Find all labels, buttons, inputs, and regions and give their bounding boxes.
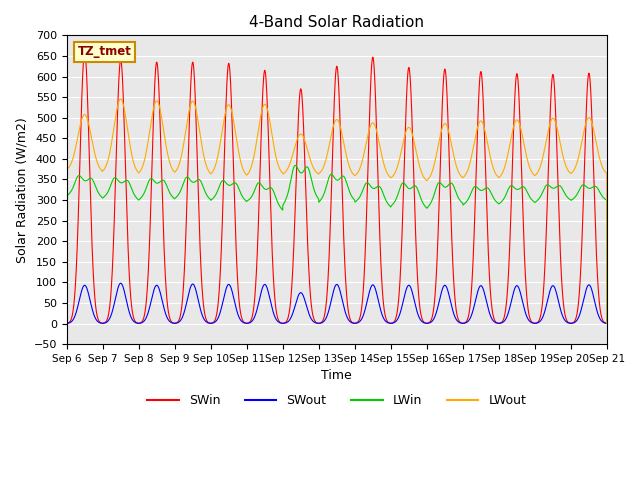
- SWin: [399, 205, 407, 211]
- SWin: [214, 305, 221, 311]
- SWout: [390, 320, 397, 326]
- LWin: [291, 162, 299, 168]
- LWout: [399, 141, 407, 146]
- Legend: SWin, SWout, LWin, LWout: SWin, SWout, LWin, LWout: [143, 389, 531, 412]
- LWin: [63, 193, 70, 199]
- LWout: [117, 96, 125, 102]
- LWin: [179, 183, 186, 189]
- LWout: [552, 120, 559, 126]
- LWin: [390, 201, 397, 206]
- SWin: [179, 296, 186, 302]
- SWin: [603, 321, 611, 326]
- SWout: [214, 316, 221, 322]
- LWout: [179, 147, 186, 153]
- Line: LWin: LWin: [67, 165, 607, 324]
- LWin: [399, 180, 407, 186]
- Line: SWin: SWin: [67, 52, 607, 324]
- LWin: [214, 188, 221, 194]
- SWout: [117, 280, 125, 286]
- LWin: [552, 184, 559, 190]
- Y-axis label: Solar Radiation (W/m2): Solar Radiation (W/m2): [15, 117, 28, 263]
- Title: 4-Band Solar Radiation: 4-Band Solar Radiation: [250, 15, 424, 30]
- SWin: [603, 321, 611, 326]
- X-axis label: Time: Time: [321, 370, 352, 383]
- SWin: [63, 321, 70, 326]
- SWout: [179, 314, 186, 320]
- LWout: [214, 154, 221, 160]
- SWout: [603, 321, 611, 326]
- SWout: [63, 321, 70, 326]
- SWin: [552, 113, 559, 119]
- Line: LWout: LWout: [67, 99, 607, 324]
- SWout: [552, 288, 559, 293]
- SWin: [390, 320, 397, 325]
- LWout: [603, 321, 611, 326]
- LWin: [603, 321, 611, 326]
- LWin: [603, 197, 611, 203]
- LWout: [63, 167, 70, 172]
- SWin: [81, 49, 88, 55]
- SWout: [603, 321, 611, 326]
- LWout: [603, 170, 611, 176]
- Text: TZ_tmet: TZ_tmet: [77, 46, 131, 59]
- LWout: [390, 172, 397, 178]
- Line: SWout: SWout: [67, 283, 607, 324]
- SWout: [399, 300, 407, 305]
